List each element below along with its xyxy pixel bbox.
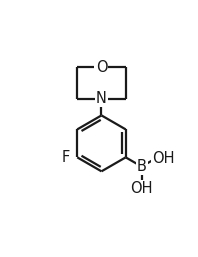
- Text: B: B: [137, 159, 147, 174]
- Text: OH: OH: [152, 151, 174, 166]
- Text: O: O: [96, 60, 107, 75]
- Text: N: N: [96, 91, 107, 106]
- Text: OH: OH: [130, 181, 153, 196]
- Text: F: F: [62, 150, 70, 165]
